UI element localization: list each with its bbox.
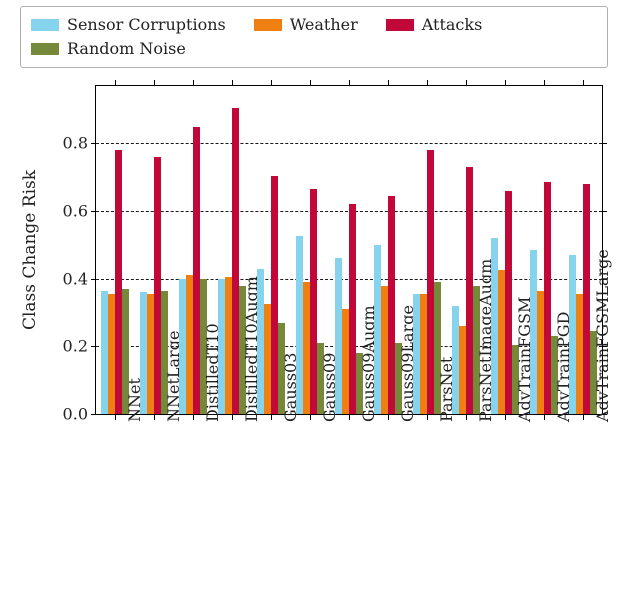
bar-weather: [498, 270, 505, 414]
legend-swatch-sensor: [31, 19, 59, 31]
x-tick: [310, 415, 311, 420]
x-tick-label: AdvTrainFGSMLarge: [587, 249, 612, 422]
x-tick: [349, 415, 350, 420]
legend-item-attacks: Attacks: [386, 13, 483, 37]
legend-swatch-attacks: [386, 19, 414, 31]
x-tick: [505, 415, 506, 420]
x-tick: [349, 80, 350, 85]
bar-weather: [576, 294, 583, 414]
bar-sensor: [257, 269, 264, 414]
bar-sensor: [296, 236, 303, 414]
x-tick: [583, 80, 584, 85]
bar-weather: [537, 291, 544, 414]
legend-swatch-weather: [254, 19, 282, 31]
x-tick: [115, 80, 116, 85]
x-tick: [388, 415, 389, 420]
bar-sensor: [374, 245, 381, 414]
legend-label-noise: Random Noise: [67, 37, 186, 61]
legend-swatch-noise: [31, 43, 59, 55]
legend-item-weather: Weather: [254, 13, 358, 37]
chart-legend: Sensor Corruptions Weather Attacks Rando…: [20, 6, 608, 68]
bar-weather: [459, 326, 466, 414]
bar-sensor: [218, 279, 225, 414]
y-tick: [91, 279, 96, 280]
bar-attacks: [115, 150, 122, 414]
x-tick: [505, 80, 506, 85]
y-axis-label: Class Change Risk: [20, 170, 40, 330]
bar-sensor: [452, 306, 459, 414]
bar-sensor: [179, 279, 186, 414]
bar-group: [101, 150, 129, 414]
bar-weather: [186, 275, 193, 414]
x-tick: [544, 415, 545, 420]
bar-sensor: [335, 258, 342, 414]
x-tick: [427, 80, 428, 85]
x-tick: [388, 80, 389, 85]
legend-label-sensor: Sensor Corruptions: [67, 13, 226, 37]
bar-sensor: [140, 292, 147, 414]
y-tick: [602, 143, 607, 144]
grid-line: [96, 143, 602, 144]
bar-weather: [303, 282, 310, 414]
x-tick: [271, 80, 272, 85]
bar-weather: [264, 304, 271, 414]
x-tick: [193, 80, 194, 85]
bar-sensor: [101, 291, 108, 414]
bar-weather: [381, 286, 388, 414]
legend-item-noise: Random Noise: [31, 37, 231, 61]
x-tick: [271, 415, 272, 420]
bar-sensor: [569, 255, 576, 414]
y-tick: [91, 414, 96, 415]
y-tick: [91, 143, 96, 144]
x-tick: [466, 80, 467, 85]
x-tick: [310, 80, 311, 85]
x-tick: [427, 415, 428, 420]
bar-weather: [420, 294, 427, 414]
bar-weather: [108, 294, 115, 414]
chart-root: Sensor Corruptions Weather Attacks Rando…: [0, 0, 630, 612]
bar-sensor: [530, 250, 537, 414]
x-tick: [232, 80, 233, 85]
bar-sensor: [413, 294, 420, 414]
bar-weather: [225, 277, 232, 414]
x-tick: [154, 415, 155, 420]
bar-weather: [342, 309, 349, 414]
bar-weather: [147, 294, 154, 414]
x-tick: [154, 80, 155, 85]
x-tick: [115, 415, 116, 420]
x-tick: [583, 415, 584, 420]
plot-area: 0.00.20.40.60.8NNetNNetLargeDistilledT10…: [95, 85, 603, 415]
y-tick: [91, 346, 96, 347]
legend-label-attacks: Attacks: [422, 13, 483, 37]
bar-sensor: [491, 238, 498, 414]
x-tick: [544, 80, 545, 85]
y-tick: [91, 211, 96, 212]
y-tick: [602, 211, 607, 212]
legend-label-weather: Weather: [290, 13, 358, 37]
x-tick: [466, 415, 467, 420]
x-tick: [232, 415, 233, 420]
x-tick: [193, 415, 194, 420]
legend-item-sensor: Sensor Corruptions: [31, 13, 226, 37]
